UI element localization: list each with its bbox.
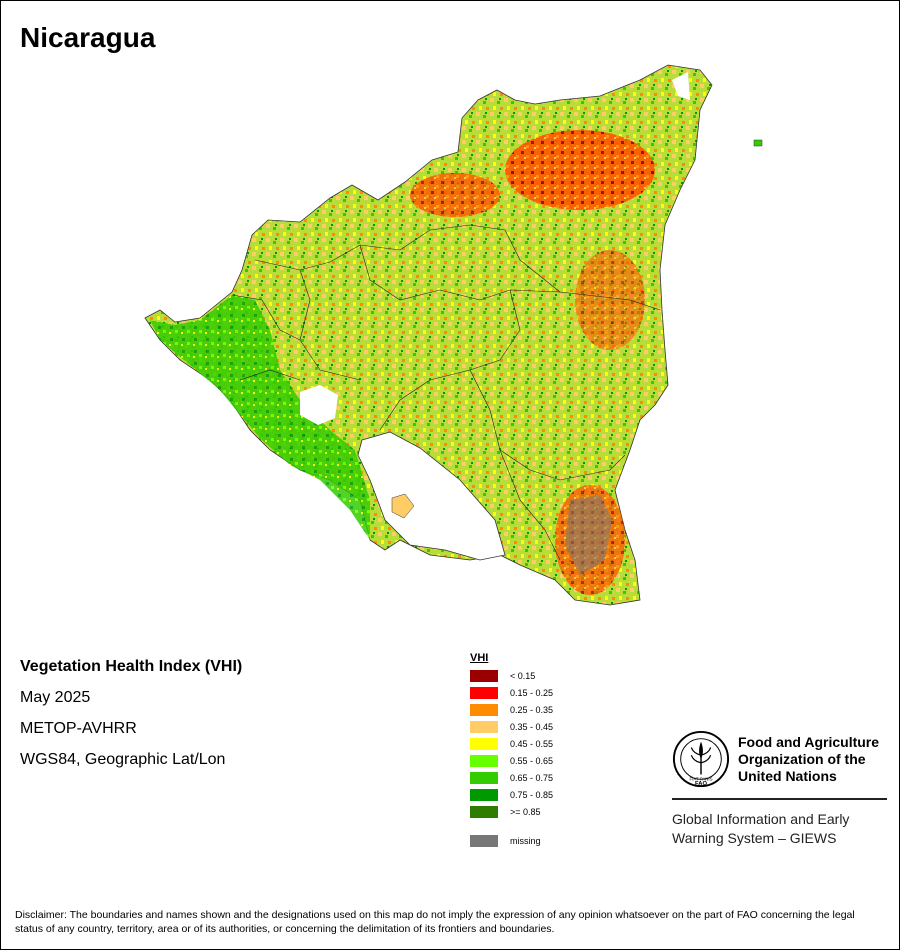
giews-line-2: Warning System – GIEWS: [672, 830, 837, 846]
legend-swatch: [470, 771, 498, 784]
legend-item: < 0.15: [470, 667, 553, 684]
disclaimer: Disclaimer: The boundaries and names sho…: [15, 909, 855, 935]
vhi-map: [144, 64, 763, 606]
legend-swatch: [470, 669, 498, 682]
legend-label: 0.55 - 0.65: [510, 755, 554, 766]
legend-swatch: [470, 754, 498, 767]
legend-item: 0.55 - 0.65: [470, 752, 553, 769]
projection-info: WGS84, Geographic Lat/Lon: [20, 751, 226, 768]
emblem-motto: FIAT PANIS: [690, 776, 713, 781]
legend-swatch: [470, 686, 498, 699]
legend-item: 0.25 - 0.35: [470, 701, 553, 718]
lake-island: [391, 493, 415, 519]
org-line-2: Organization of the: [738, 750, 866, 767]
legend-swatch: [470, 737, 498, 750]
legend-swatch-missing: [470, 834, 498, 847]
legend-swatch: [470, 720, 498, 733]
legend-item-missing: missing: [470, 832, 553, 849]
giews-line-1: Global Information and Early: [672, 811, 850, 827]
giews-name: Global Information and Early Warning Sys…: [672, 810, 888, 848]
missing-patch: [565, 495, 612, 575]
legend-item: 0.35 - 0.45: [470, 718, 553, 735]
org-line-3: United Nations: [738, 767, 837, 784]
map-title: Nicaragua: [20, 22, 156, 53]
legend-label: 0.45 - 0.55: [510, 738, 554, 749]
coast-gap: [672, 72, 690, 100]
legend-swatch: [470, 703, 498, 716]
emblem-text: FAO: [695, 781, 707, 787]
legend-label: 0.25 - 0.35: [510, 704, 554, 715]
legend-item: 0.65 - 0.75: [470, 769, 553, 786]
logo-divider: [672, 798, 887, 800]
map-info: Vegetation Health Index (VHI) May 2025 M…: [20, 658, 242, 782]
drought-area-northwest: [410, 173, 500, 217]
legend-label: 0.15 - 0.25: [510, 687, 554, 698]
index-name: Vegetation Health Index (VHI): [20, 658, 243, 675]
org-line-1: Food and Agriculture: [738, 733, 880, 750]
legend-label-missing: missing: [510, 835, 541, 846]
legend-label: 0.75 - 0.85: [510, 789, 554, 800]
legend-title: VHI: [470, 652, 489, 664]
lake-managua: [300, 385, 338, 425]
vhi-legend: VHI < 0.15 0.15 - 0.25 0.25 - 0.35 0.35 - 0…: [470, 652, 553, 849]
fao-emblem-icon: FAO FIAT PANIS: [672, 730, 730, 787]
legend-item: 0.75 - 0.85: [470, 786, 553, 803]
legend-item: >= 0.85: [470, 803, 553, 820]
legend-swatch: [470, 788, 498, 801]
fao-logo-block: FAO FIAT PANIS Food and Agriculture Orga…: [672, 730, 888, 848]
legend-label: < 0.15: [510, 670, 536, 681]
map-date: May 2025: [20, 689, 91, 706]
western-region: [150, 295, 370, 540]
department-boundaries: [231, 224, 661, 561]
fao-org-name: Food and Agriculture Organization of the…: [738, 734, 879, 785]
legend-label: 0.35 - 0.45: [510, 721, 554, 732]
drought-area-north: [505, 130, 655, 210]
legend-swatch: [470, 805, 498, 818]
legend-item: 0.45 - 0.55: [470, 735, 553, 752]
legend-label: >= 0.85: [510, 806, 541, 817]
sensor-name: METOP-AVHRR: [20, 720, 137, 737]
legend-label: 0.65 - 0.75: [510, 772, 554, 783]
legend-item: 0.15 - 0.25: [470, 684, 553, 701]
lake-nicaragua: [357, 431, 506, 561]
drought-area-east: [575, 250, 645, 350]
corn-island: [753, 139, 763, 147]
